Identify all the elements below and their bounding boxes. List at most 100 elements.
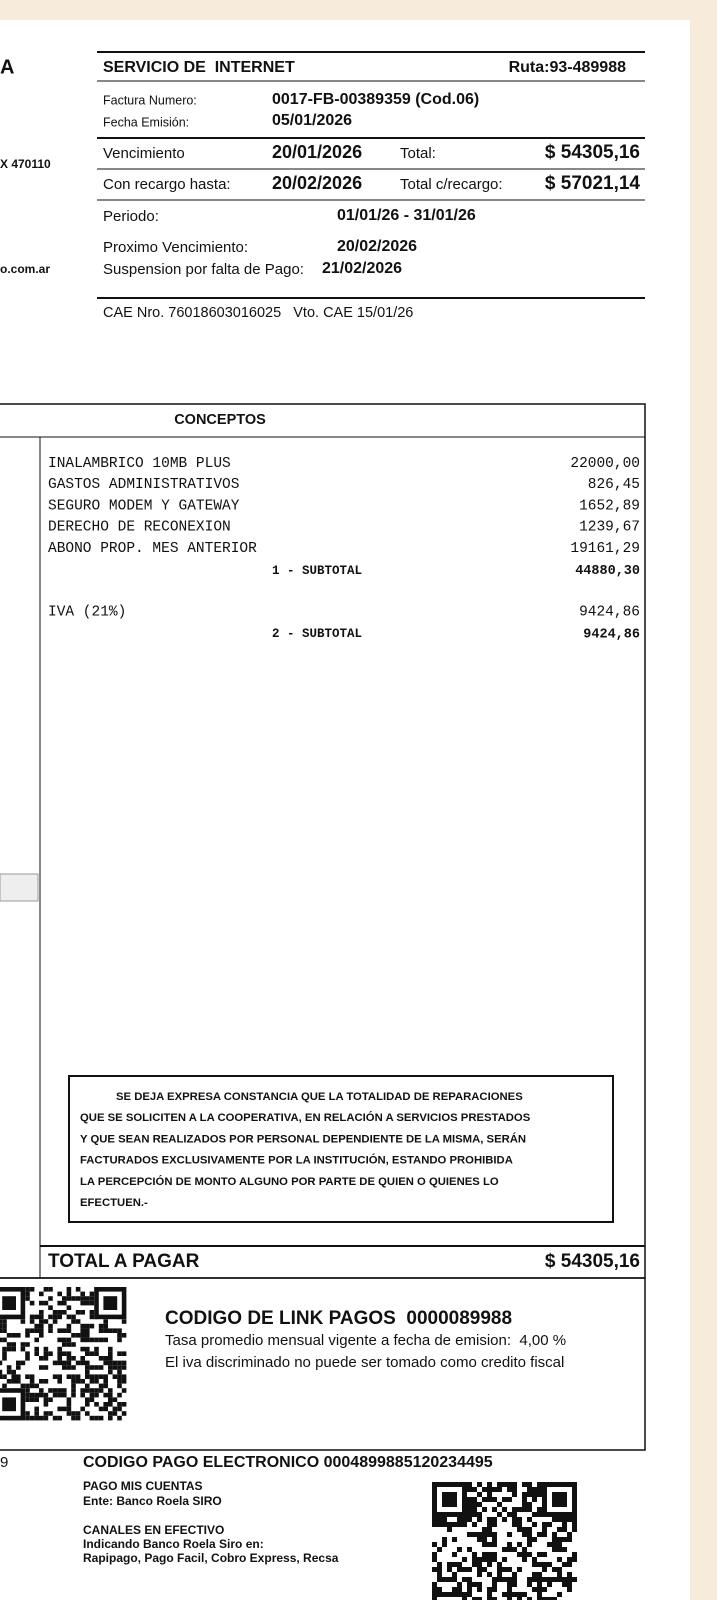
qr-module	[477, 1567, 482, 1572]
qr-module	[39, 1333, 44, 1338]
qr-module	[43, 1356, 49, 1361]
left-code-tail: 9	[0, 1454, 8, 1471]
qr-module	[89, 1388, 95, 1393]
qr-module	[80, 1356, 85, 1361]
qr-module	[66, 1360, 72, 1366]
qr-module	[482, 1537, 487, 1542]
qr-module	[34, 1314, 39, 1320]
qr-module	[29, 1300, 35, 1306]
qr-module	[447, 1522, 452, 1527]
qr-module	[62, 1300, 67, 1306]
tab	[0, 873, 39, 902]
qr-module	[25, 1342, 30, 1347]
qr-module	[39, 1328, 44, 1333]
qr-module	[20, 1360, 26, 1366]
qr-module	[71, 1379, 76, 1384]
qr-module	[452, 1572, 457, 1577]
service: SERVICIO DE INTERNET	[103, 59, 295, 76]
qr-module	[66, 1337, 72, 1343]
notice: SE DEJA EXPRESA CONSTANCIA QUE LA TOTALI…	[80, 1091, 531, 1209]
qr-module	[462, 1522, 467, 1527]
qr-module	[522, 1547, 527, 1552]
qr-module	[497, 1512, 502, 1517]
qr-module	[497, 1502, 502, 1507]
qr-module	[547, 1577, 552, 1582]
cae: CAE Nro. 76018603016025 Vto. CAE 15/01/2…	[103, 305, 413, 321]
concept-rows: INALAMBRICO 10MB PLUS 22000,00 GASTOS ADMI…	[48, 456, 640, 643]
qr-module	[467, 1507, 472, 1512]
qr-module	[437, 1572, 442, 1577]
qr-module	[517, 1597, 522, 1600]
pmc-title: PAGO MIS CUENTAS	[83, 1479, 203, 1493]
qr-module	[467, 1567, 472, 1572]
qr-module	[94, 1402, 99, 1407]
qr-module	[71, 1342, 76, 1347]
qr-module	[39, 1314, 44, 1320]
qr-module	[467, 1532, 472, 1537]
qr-module	[472, 1522, 477, 1527]
qr-module	[557, 1542, 562, 1547]
qr-module	[121, 1388, 127, 1393]
qr-module	[542, 1577, 547, 1582]
qr-module	[467, 1502, 472, 1507]
qr-module	[75, 1333, 81, 1338]
qr-module	[85, 1369, 90, 1375]
qr-module	[71, 1319, 76, 1324]
qr-module	[502, 1547, 507, 1552]
qr-module	[537, 1482, 542, 1487]
qr-module	[112, 1411, 118, 1416]
pmc-entity: Ente: Banco Roela SIRO	[83, 1494, 222, 1508]
qr-module	[108, 1360, 113, 1366]
qr-module	[29, 1397, 35, 1402]
qr-module	[89, 1296, 95, 1301]
qr-module	[71, 1356, 76, 1361]
qr-module	[43, 1397, 49, 1402]
qr-module	[29, 1374, 35, 1379]
qr-module	[48, 1411, 53, 1416]
qr-module	[57, 1379, 62, 1384]
qr-module	[57, 1415, 62, 1421]
qr-module	[52, 1310, 58, 1315]
qr-module	[507, 1547, 512, 1552]
qr-module	[507, 1487, 512, 1492]
qr-module	[452, 1552, 457, 1557]
qr-module	[75, 1287, 81, 1292]
qr-module	[57, 1356, 62, 1361]
qr-module	[482, 1567, 487, 1572]
qr-module	[437, 1562, 442, 1567]
qr-module	[6, 1342, 12, 1347]
qr-module	[29, 1392, 35, 1398]
qr-module	[0, 1323, 3, 1329]
item-amount: 9424,86	[579, 604, 640, 620]
qr-module	[85, 1337, 90, 1343]
qr-module	[62, 1310, 67, 1315]
qr-module	[98, 1388, 104, 1393]
qr-module	[527, 1507, 532, 1512]
qr-module	[517, 1527, 522, 1532]
qr-module	[89, 1397, 95, 1402]
qr-module	[537, 1577, 542, 1582]
value: 20/02/2026	[272, 173, 362, 193]
qr-module	[497, 1487, 502, 1492]
qr-module	[487, 1482, 492, 1487]
notice-line: FACTURADOS EXCLUSIVAMENTE POR LA INSTITU…	[80, 1154, 513, 1167]
qr-module	[25, 1415, 30, 1421]
qr-finder	[94, 1287, 127, 1320]
qr-module	[467, 1592, 472, 1597]
qr-module	[2, 1374, 7, 1379]
qr-finder	[552, 1492, 567, 1507]
item-label: ABONO PROP. MES ANTERIOR	[48, 541, 257, 557]
qr-module	[85, 1365, 90, 1370]
qr-module	[98, 1415, 104, 1421]
qr-module	[567, 1517, 572, 1522]
qr-module	[462, 1557, 467, 1562]
qr-module	[57, 1300, 62, 1306]
qr-module	[542, 1567, 547, 1572]
qr-module	[48, 1314, 53, 1320]
qr-module	[557, 1537, 562, 1542]
notice-line: LA PERCEPCIÓN DE MONTO ALGUNO POR PARTE …	[80, 1175, 499, 1188]
qr-module	[98, 1323, 104, 1329]
qr-module	[477, 1597, 482, 1600]
qr-module	[487, 1527, 492, 1532]
qr-module	[547, 1562, 552, 1567]
